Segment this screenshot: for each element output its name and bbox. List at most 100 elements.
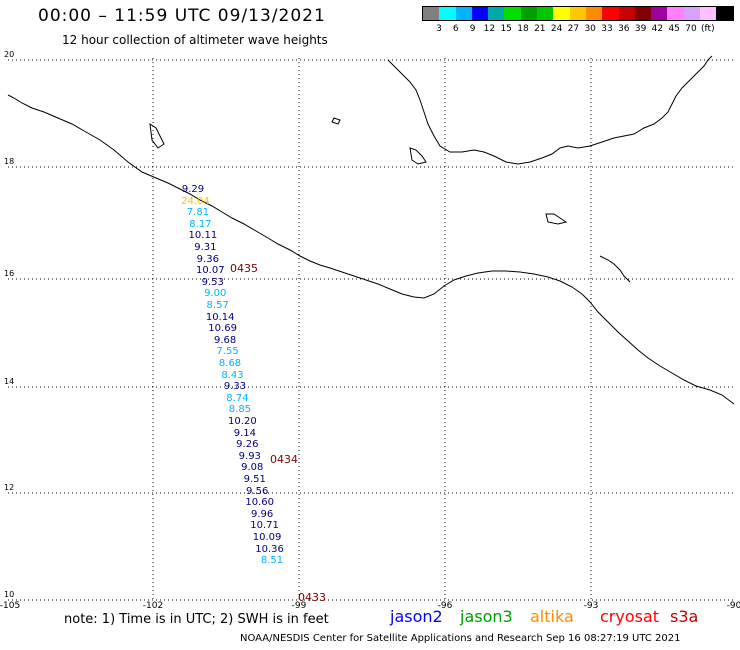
wave-height-value: 10.14: [205, 311, 235, 323]
latitude-label: 20: [4, 50, 15, 59]
wave-height-value: 10.20: [228, 416, 257, 427]
wave-height-value: 10.60: [245, 497, 274, 509]
wave-height-value: 8.74: [226, 392, 249, 404]
pass-time-label: 0434: [270, 453, 298, 466]
longitude-label: -96: [437, 601, 453, 611]
legend-tick-label: 30: [584, 24, 596, 34]
legend-tick-label: 33: [601, 24, 613, 34]
legend-swatch: [618, 7, 635, 20]
wave-height-value: 9.51: [243, 474, 266, 485]
legend-tick-label: 6: [452, 24, 459, 34]
wave-height-value: 8.57: [206, 300, 229, 311]
wave-height-value: 9.26: [236, 439, 259, 451]
wave-height-value: 10.71: [250, 520, 279, 532]
latitude-label: 10: [4, 590, 15, 599]
wave-height-value: 9.31: [194, 242, 217, 253]
legend-tick-label: 21: [534, 24, 546, 34]
legend-tick-label: 12: [483, 24, 496, 34]
legend-swatch: [585, 7, 603, 20]
latitude-label: 14: [4, 377, 15, 386]
map-subtitle: 12 hour collection of altimeter wave hei…: [62, 33, 328, 47]
wave-height-value: 8.51: [260, 555, 284, 567]
satellite-legend-item: s3a: [670, 607, 699, 626]
legend-swatch: [602, 7, 619, 20]
wave-height-value: 9.56: [246, 485, 269, 497]
wave-height-value: 8.68: [218, 358, 242, 369]
satellite-legend-item: jason2: [390, 607, 443, 626]
legend-tick-label: 15: [500, 24, 512, 34]
color-legend: [422, 6, 734, 21]
legend-swatch: [520, 7, 538, 20]
wave-height-value: 8.17: [189, 218, 212, 230]
wave-height-value: 9.68: [213, 334, 237, 346]
credit-line: NOAA/NESDIS Center for Satellite Applica…: [240, 633, 681, 644]
wave-height-value: 9.36: [196, 253, 219, 265]
wave-height-value: 10.11: [188, 230, 218, 242]
pass-time-label: 0433: [298, 591, 326, 604]
longitude-label: -90: [726, 601, 740, 611]
wave-height-value: 9.93: [238, 450, 261, 462]
legend-tick-label: 24: [550, 24, 563, 34]
legend-swatch: [716, 7, 733, 20]
wave-height-value: 9.00: [204, 288, 227, 300]
longitude-label: -93: [583, 601, 599, 611]
pass-time-label: 0435: [230, 262, 258, 275]
wave-height-value: 9.53: [201, 276, 224, 288]
legend-swatch: [488, 7, 505, 20]
legend-swatch: [683, 7, 701, 20]
wave-height-value: 10.07: [195, 265, 225, 277]
wave-height-value: 9.29: [181, 184, 205, 195]
pacific-coastline: [7, 94, 735, 405]
legend-tick-label: 39: [634, 24, 647, 34]
latitude-label: 12: [4, 483, 15, 492]
island-2: [545, 213, 568, 225]
wave-height-value: 10.69: [208, 323, 237, 335]
gulf-coastline: [387, 55, 713, 165]
longitude-label: -105: [0, 601, 21, 611]
wave-height-value: 24.04: [181, 195, 210, 207]
legend-swatch: [700, 7, 717, 20]
legend-tick-label: (ft): [701, 24, 715, 34]
legend-swatch: [455, 7, 472, 20]
legend-tick-label: 18: [517, 24, 529, 34]
legend-swatch: [537, 7, 554, 20]
legend-swatch: [651, 7, 668, 20]
wave-height-value: 10.36: [255, 543, 284, 555]
latitude-label: 16: [4, 269, 15, 278]
legend-swatch: [569, 7, 586, 20]
peninsula-coast: [599, 255, 631, 283]
wave-height-value: 7.81: [186, 207, 210, 219]
wave-height-value: 9.08: [241, 462, 264, 474]
lat-lon-grid: [8, 58, 734, 602]
map-title: 00:00 – 11:59 UTC 09/13/2021: [38, 6, 326, 26]
satellite-legend-item: cryosat: [600, 607, 660, 626]
satellite-legend-item: altika: [530, 607, 574, 626]
wave-height-value: 10.09: [252, 532, 282, 543]
wave-height-value: 9.14: [233, 427, 256, 439]
satellite-legend-item: jason3: [460, 607, 513, 626]
latitude-label: 18: [4, 157, 15, 166]
legend-swatch: [504, 7, 521, 20]
legend-swatch: [471, 7, 489, 20]
island-4: [149, 122, 165, 149]
legend-swatch: [667, 7, 684, 20]
legend-tick-label: 42: [651, 24, 664, 34]
legend-swatch: [423, 7, 440, 20]
wave-height-value: 8.85: [228, 404, 252, 416]
legend-swatch: [553, 7, 570, 20]
legend-tick-label: 27: [567, 24, 580, 34]
legend-tick-label: 3: [436, 24, 442, 34]
longitude-label: -102: [142, 601, 164, 611]
legend-tick-label: 70: [685, 24, 697, 34]
legend-swatch: [439, 7, 456, 20]
coastline: [7, 55, 735, 405]
legend-swatch: [634, 7, 652, 20]
footer-note: note: 1) Time is in UTC; 2) SWH is in fe…: [64, 612, 329, 627]
island-3: [331, 117, 341, 125]
legend-tick-label: 45: [668, 24, 680, 34]
wave-height-value: 9.33: [223, 381, 247, 393]
longitude-label: -99: [291, 601, 307, 611]
wave-height-value: 8.43: [221, 369, 244, 381]
legend-tick-label: 36: [618, 24, 630, 34]
